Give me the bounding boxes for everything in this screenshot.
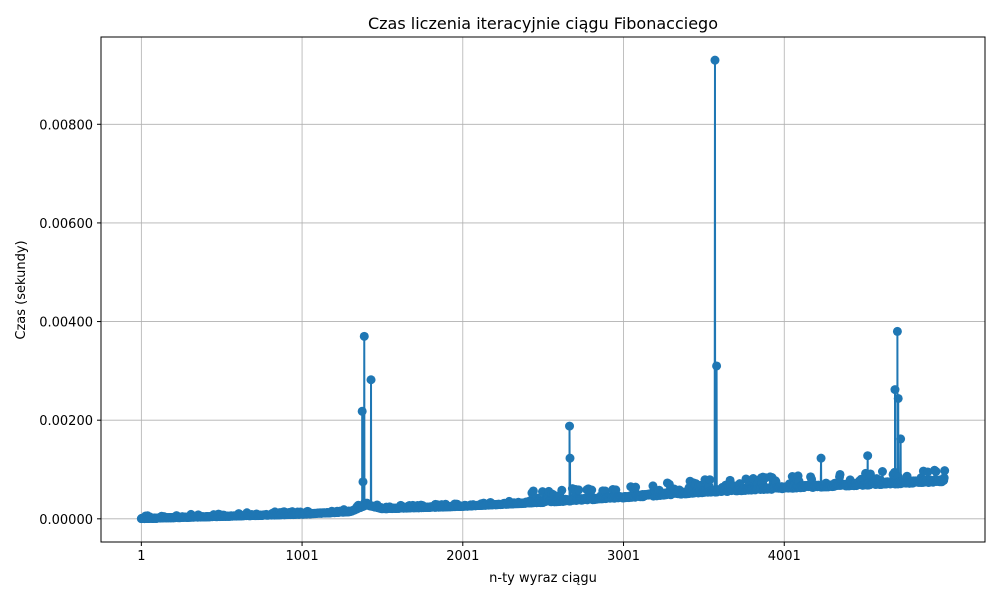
x-tick-label: 4001 xyxy=(768,549,801,564)
data-point xyxy=(648,481,658,491)
data-point xyxy=(705,475,715,485)
data-point xyxy=(923,467,933,477)
data-point xyxy=(366,375,376,385)
y-tick-label: 0.00400 xyxy=(39,316,93,331)
y-tick-label: 0.00200 xyxy=(39,414,93,429)
data-point xyxy=(865,469,875,479)
x-tick-label: 1001 xyxy=(286,549,319,564)
series-line xyxy=(136,55,950,524)
series-path xyxy=(140,60,946,521)
data-point xyxy=(892,326,902,336)
data-point xyxy=(896,434,906,444)
data-point xyxy=(863,451,873,461)
data-point xyxy=(835,469,845,479)
ticks: 1 1001 2001 3001 4001 0.00000 0.00200 0.00400 0.… xyxy=(39,118,801,564)
data-point xyxy=(358,477,368,487)
data-point xyxy=(877,467,887,477)
grid xyxy=(101,37,985,542)
plot-frame xyxy=(100,36,986,543)
x-axis-label: n-ty wyraz ciągu xyxy=(489,571,597,586)
data-point xyxy=(939,473,949,483)
data-point xyxy=(931,466,941,476)
x-tick-label: 3001 xyxy=(607,549,640,564)
data-point xyxy=(557,485,567,495)
chart-title: Czas liczenia iteracyjnie ciągu Fibonacc… xyxy=(368,14,718,33)
y-tick-label: 0.00800 xyxy=(39,118,93,133)
data-point xyxy=(528,486,538,496)
x-tick-label: 2001 xyxy=(446,549,479,564)
data-point xyxy=(710,55,720,65)
data-point xyxy=(712,361,722,371)
data-point xyxy=(359,331,369,341)
y-tick-label: 0.00600 xyxy=(39,217,93,232)
x-tick-label: 1 xyxy=(137,549,145,564)
data-point xyxy=(357,406,367,416)
data-point xyxy=(631,482,641,492)
data-point xyxy=(893,393,903,403)
y-tick-label: 0.00000 xyxy=(39,513,93,528)
data-point xyxy=(890,385,900,395)
data-point xyxy=(565,421,575,431)
data-point xyxy=(574,485,584,495)
data-point xyxy=(565,453,575,463)
plot-border xyxy=(100,36,986,543)
y-axis-label: Czas (sekundy) xyxy=(14,240,29,339)
data-point xyxy=(816,453,826,463)
data-point xyxy=(587,485,597,495)
data-point xyxy=(940,466,950,476)
